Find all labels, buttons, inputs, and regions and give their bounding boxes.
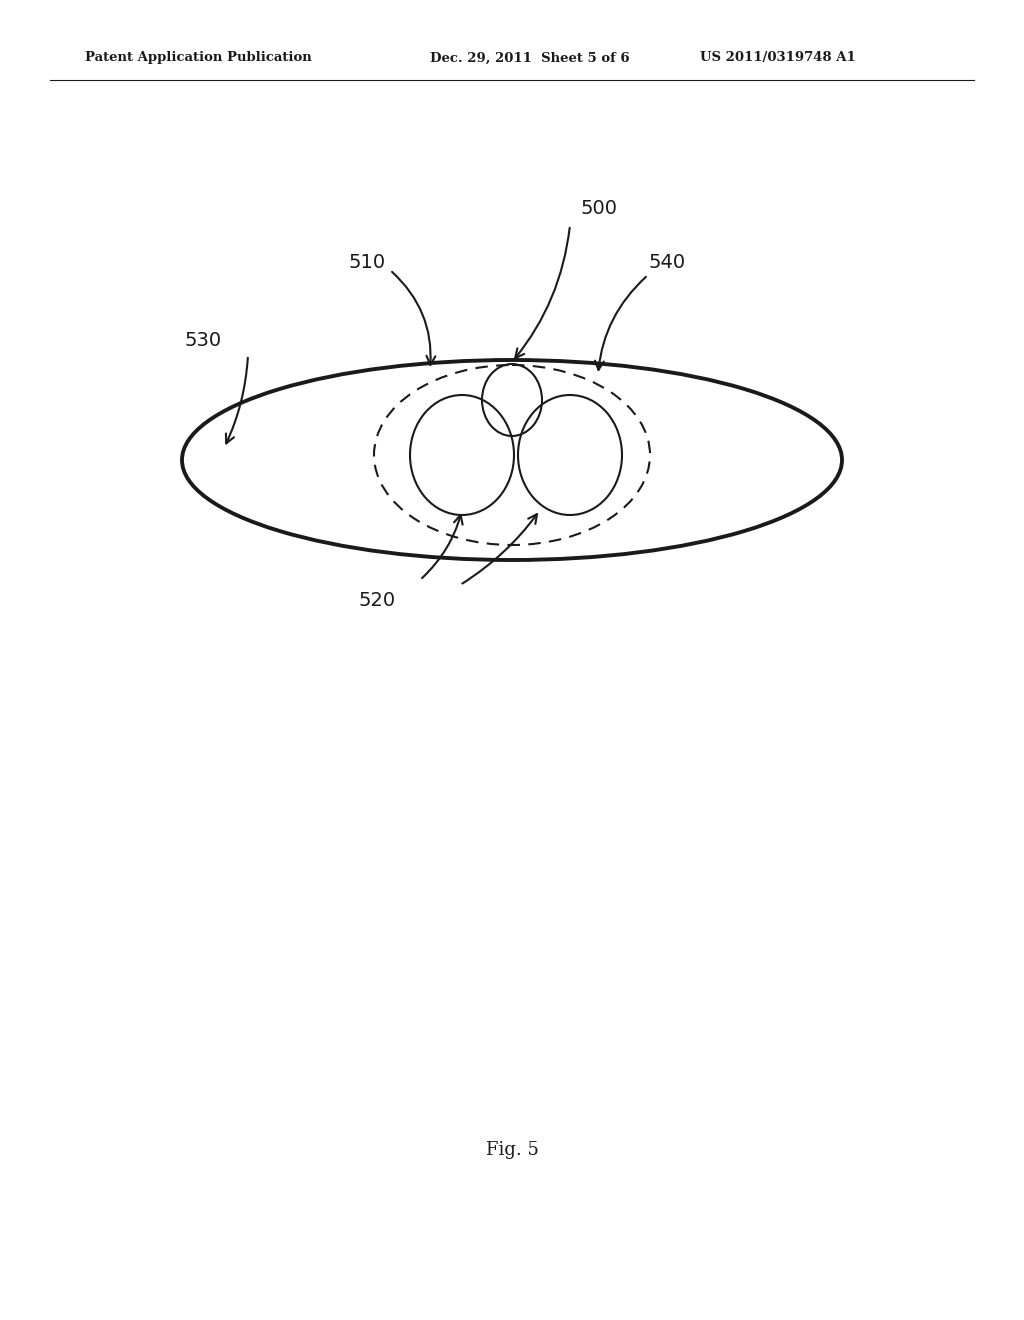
Text: 510: 510	[348, 252, 385, 272]
Text: Fig. 5: Fig. 5	[485, 1140, 539, 1159]
Text: 520: 520	[358, 590, 395, 610]
Text: Patent Application Publication: Patent Application Publication	[85, 51, 311, 65]
Text: 540: 540	[648, 252, 685, 272]
Text: US 2011/0319748 A1: US 2011/0319748 A1	[700, 51, 856, 65]
Text: 500: 500	[580, 198, 617, 218]
Text: Dec. 29, 2011  Sheet 5 of 6: Dec. 29, 2011 Sheet 5 of 6	[430, 51, 630, 65]
Text: 530: 530	[185, 330, 222, 350]
